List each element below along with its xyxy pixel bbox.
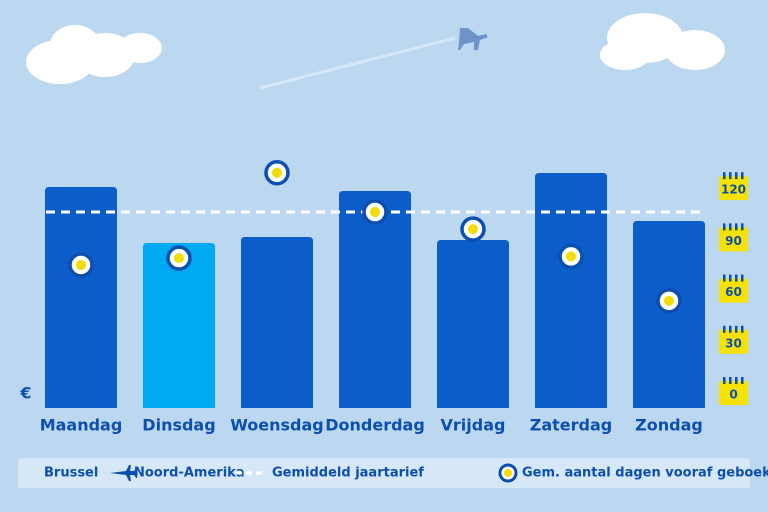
bar <box>633 221 705 408</box>
calendar-ring <box>741 377 744 384</box>
calendar-ring <box>735 377 738 384</box>
plane-legend-icon <box>110 465 137 481</box>
calendar-ring <box>735 172 738 180</box>
calendar-icon <box>719 227 748 252</box>
calendar-ring <box>729 325 732 333</box>
calendar-ring <box>741 223 744 231</box>
days-dot-core <box>370 207 380 218</box>
calendar-icon <box>719 176 748 201</box>
bar <box>437 240 509 408</box>
x-tick-label: Zaterdag <box>530 416 613 435</box>
days-dot-core <box>76 259 86 270</box>
days-dot-core <box>664 295 674 306</box>
y2-tick-label: 90 <box>725 234 742 248</box>
calendar-ring <box>723 172 726 180</box>
x-tick-label: Vrijdag <box>441 416 506 435</box>
calendar-ring <box>723 325 726 333</box>
calendar-ring <box>741 274 744 282</box>
calendar-ring <box>729 274 732 282</box>
calendar-icon <box>719 278 748 303</box>
days-dot-core <box>272 167 282 178</box>
calendar-ring <box>729 223 732 231</box>
calendar-ring <box>741 172 744 180</box>
calendar-ring <box>729 172 732 180</box>
bar <box>339 191 411 408</box>
x-tick-label: Dinsdag <box>142 416 215 435</box>
legend-route-to: Noord-Amerika <box>134 466 245 481</box>
legend-average: Gemiddeld jaartarief <box>272 466 424 481</box>
calendar-ring <box>735 274 738 282</box>
x-tick-label: Zondag <box>635 416 703 435</box>
calendar-ring <box>741 325 744 333</box>
days-dot-core <box>566 251 576 262</box>
bar <box>45 187 117 408</box>
calendar-ring <box>735 325 738 333</box>
calendar-icon <box>719 329 748 354</box>
days-dot-core <box>468 224 478 235</box>
x-tick-label: Woensdag <box>230 416 324 435</box>
y2-tick-label: 60 <box>725 285 742 299</box>
bar <box>535 173 607 408</box>
calendar-icon <box>719 381 748 405</box>
plane-icon <box>458 28 488 50</box>
days-dot-core <box>174 253 184 264</box>
legend-dot-core <box>504 469 512 477</box>
contrail <box>259 36 456 90</box>
calendar-ring <box>735 223 738 231</box>
bar <box>143 243 215 408</box>
clouds <box>26 13 725 84</box>
y2-tick-label: 30 <box>725 336 742 350</box>
calendar-ring <box>723 377 726 384</box>
y2-tick-label: 120 <box>721 183 746 197</box>
x-tick-label: Maandag <box>40 416 123 435</box>
bar <box>241 237 313 408</box>
legend-box <box>18 458 750 488</box>
x-tick-label: Donderdag <box>325 416 425 435</box>
calendar-ring <box>723 223 726 231</box>
calendar-ring <box>723 274 726 282</box>
currency-label: € <box>19 384 31 403</box>
calendar-ring <box>729 377 732 384</box>
y2-tick-label: 0 <box>729 388 737 402</box>
legend-route-from: Brussel <box>44 466 98 481</box>
legend-days: Gem. aantal dagen vooraf geboekt <box>522 466 768 481</box>
